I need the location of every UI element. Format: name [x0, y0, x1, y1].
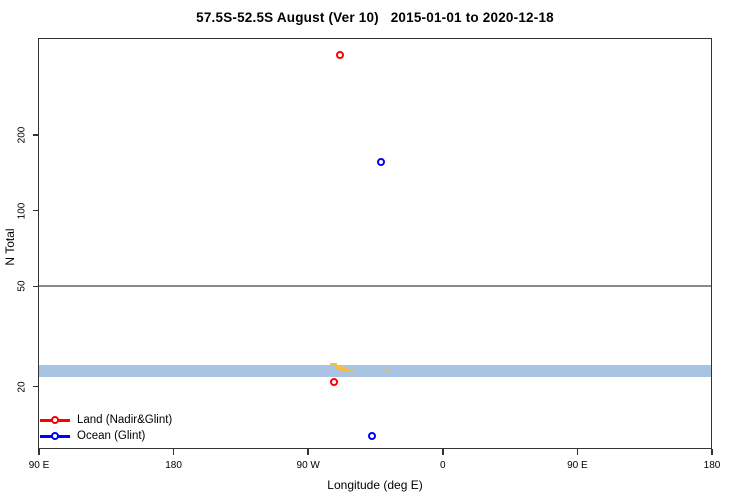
y-axis-title: N Total [3, 228, 17, 266]
y-tick [33, 285, 39, 288]
plot-area: 90 E 180 90 W 0 90 E 180 20 50 100 200 [17, 39, 720, 471]
x-tick-label: 90 E [567, 460, 588, 471]
y-tick-label: 100 [16, 202, 28, 220]
legend: Land (Nadir&Glint) Ocean (Glint) [40, 412, 172, 444]
x-axis-title: Longitude (deg E) [327, 478, 423, 492]
land-mark [336, 364, 344, 369]
scatter-point-land [330, 378, 339, 387]
reference-line [39, 285, 712, 288]
y-tick-label: 50 [16, 280, 28, 292]
land-mark [385, 368, 390, 371]
x-tick [38, 449, 40, 455]
chart-title: 57.5S-52.5S August (Ver 10) 2015-01-01 t… [196, 10, 554, 25]
y-tick [33, 134, 39, 136]
scatter-point-ocean [368, 431, 377, 440]
legend-marker-ocean [40, 431, 70, 441]
legend-label: Land (Nadir&Glint) [77, 414, 173, 426]
legend-item: Land (Nadir&Glint) [40, 412, 172, 428]
y-tick-label: 20 [16, 381, 28, 393]
x-tick-label: 90 W [296, 460, 320, 471]
x-tick [711, 449, 713, 455]
x-tick [442, 449, 444, 455]
x-tick-label: 0 [440, 460, 446, 471]
y-tick [33, 385, 39, 388]
x-tick [576, 449, 579, 455]
x-tick-label: 180 [165, 460, 182, 471]
scatter-point-land [335, 51, 344, 60]
legend-circle-icon [50, 415, 59, 424]
x-tick-label: 180 [703, 460, 721, 471]
legend-item: Ocean (Glint) [40, 428, 172, 444]
legend-circle-icon [50, 431, 59, 440]
x-tick [307, 449, 309, 455]
scatter-point-ocean [377, 157, 386, 166]
x-tick-label: 90 E [28, 460, 50, 471]
land-mark [344, 368, 353, 372]
legend-label: Ocean (Glint) [77, 430, 146, 442]
land-mark [340, 367, 347, 372]
latitude-band [39, 364, 712, 378]
x-tick [172, 449, 175, 455]
y-tick [33, 209, 39, 212]
land-mark [330, 362, 338, 366]
y-tick-label: 200 [16, 126, 28, 144]
legend-marker-land [40, 415, 70, 425]
